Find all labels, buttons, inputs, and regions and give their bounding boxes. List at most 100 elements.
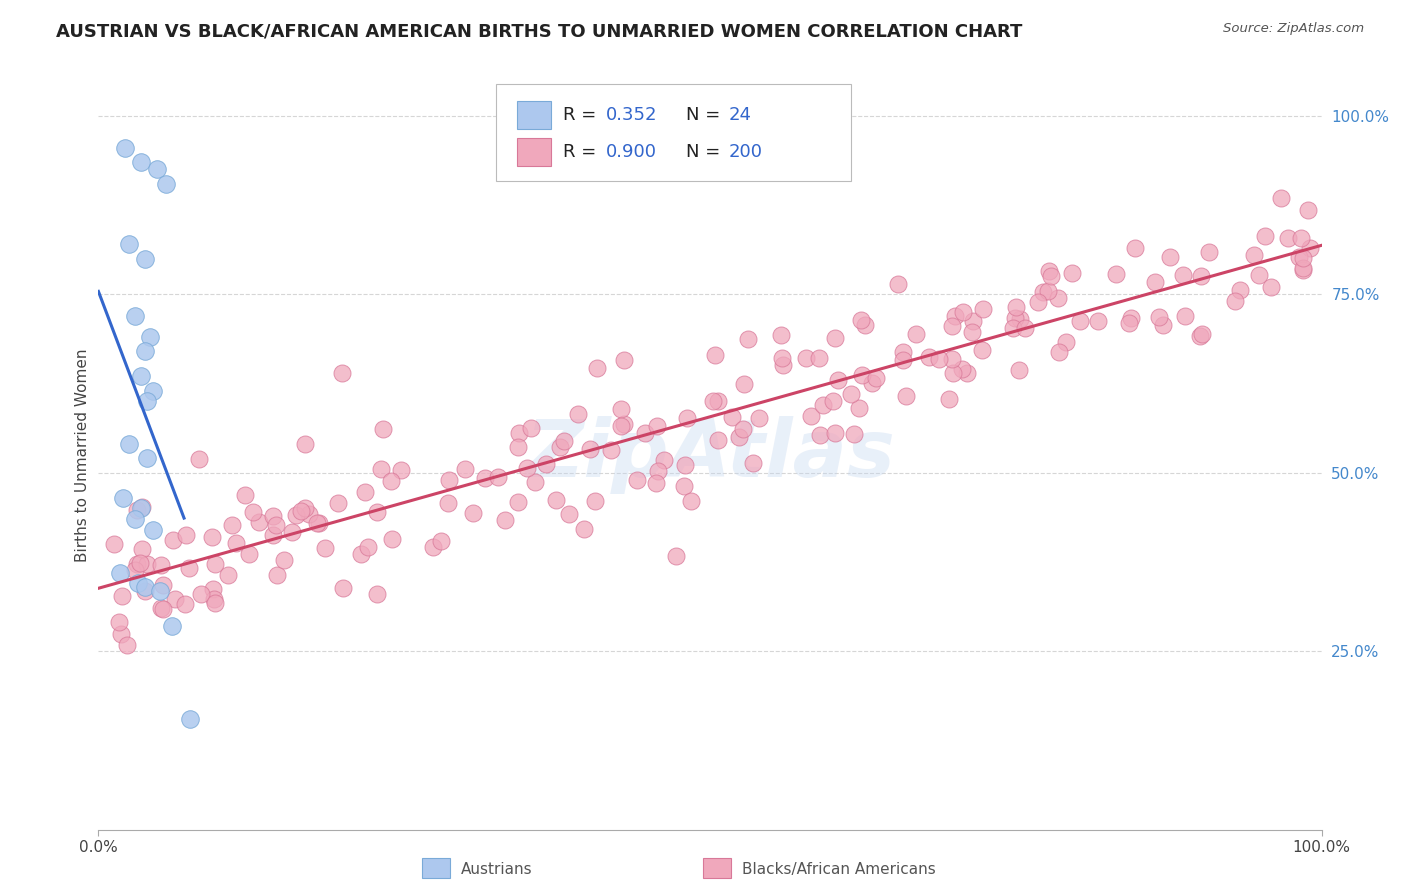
Point [1047,344,1070,359]
Point [201,530,224,544]
Point [1229,283,1251,297]
Point [848,401,870,415]
Point [516,461,538,475]
Point [737,332,759,346]
Point [160,619,183,633]
Point [294,437,316,451]
Point [950,362,973,376]
Point [1004,311,1026,326]
Point [1288,250,1310,264]
Point [1292,262,1315,277]
Point [380,532,402,546]
Text: R =: R = [564,144,602,161]
Point [1123,241,1146,255]
Point [794,351,817,365]
Point [813,399,835,413]
Point [1010,312,1032,326]
Point [853,318,876,333]
Point [128,556,150,570]
Point [1292,251,1315,265]
Point [179,712,201,726]
Point [676,411,699,425]
Point [609,401,631,416]
Point [733,422,755,436]
Point [242,505,264,519]
Point [1296,203,1319,218]
Point [644,476,666,491]
Point [772,358,794,372]
Point [721,410,744,425]
Point [707,434,730,448]
Point [567,408,589,422]
Point [1159,250,1181,264]
Point [1260,280,1282,294]
Point [129,369,152,384]
Point [134,252,156,266]
Point [136,557,159,571]
Point [430,534,453,549]
Point [332,581,354,595]
Point [136,451,159,466]
Point [1032,285,1054,300]
Point [1147,310,1170,325]
Point [350,547,373,561]
Point [823,394,845,409]
Point [520,420,543,434]
Point [1189,329,1212,343]
Point [118,237,141,252]
Point [1087,313,1109,327]
Point [524,475,547,489]
Point [437,473,460,487]
Point [741,457,763,471]
Point [1005,300,1028,314]
Point [506,440,529,454]
Point [111,491,134,505]
Point [357,541,380,555]
Point [281,524,304,539]
Point [127,576,149,591]
FancyBboxPatch shape [517,101,551,129]
Point [134,344,156,359]
Point [328,496,350,510]
Point [131,500,153,515]
Text: Blacks/African Americans: Blacks/African Americans [742,863,936,877]
Point [727,430,749,444]
Text: 200: 200 [728,144,762,161]
Point [233,488,256,502]
Point [152,578,174,592]
Point [262,528,284,542]
Text: N =: N = [686,106,725,124]
Point [572,522,595,536]
Point [733,376,755,391]
Point [486,470,509,484]
Point [800,409,823,424]
Point [149,583,172,598]
Point [1014,321,1036,335]
Point [1002,321,1025,335]
Point [1225,294,1247,309]
Point [204,596,226,610]
Point [534,458,557,472]
Point [506,495,529,509]
Point [149,558,172,573]
Point [634,425,657,440]
Point [941,319,963,334]
Point [307,516,329,530]
Point [474,471,496,485]
Point [748,411,770,425]
Point [808,427,831,442]
Point [673,458,696,472]
Point [770,327,793,342]
Text: ZipAtlas: ZipAtlas [524,416,896,494]
Point [284,508,307,523]
Point [938,392,960,406]
Point [1243,247,1265,261]
Point [647,419,669,434]
Point [314,541,336,556]
Point [904,326,927,341]
Point [1054,334,1077,349]
Point [177,560,200,574]
Point [139,330,162,344]
Point [579,442,602,457]
Point [1289,231,1312,245]
